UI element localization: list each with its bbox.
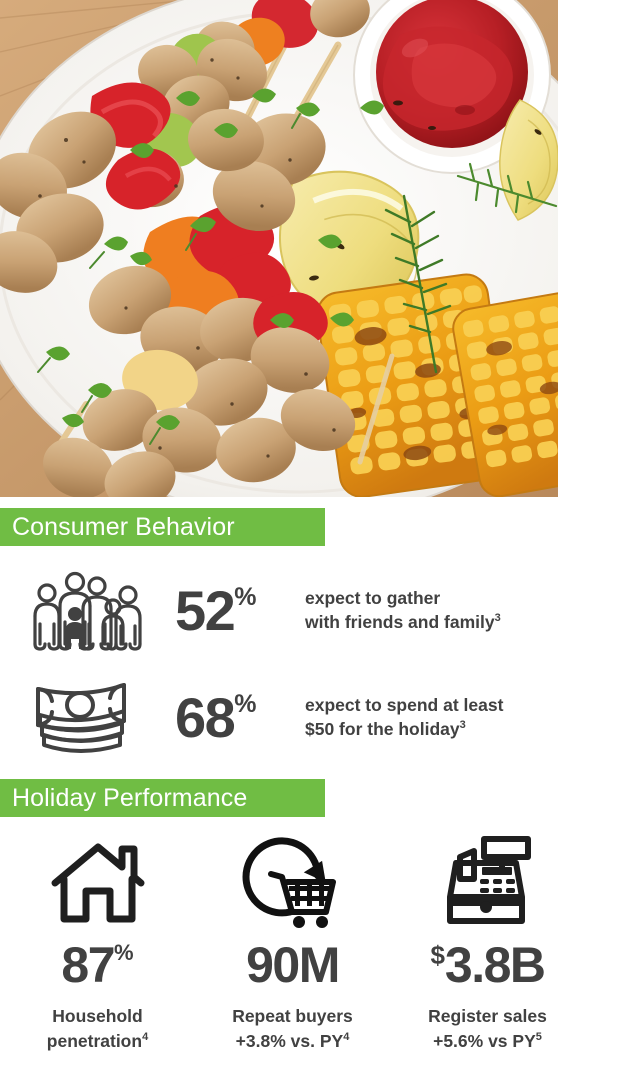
stat-value-spend: 68% [175, 690, 305, 746]
footnote-marker: 4 [343, 1031, 350, 1044]
footnote-marker: 5 [535, 1031, 542, 1044]
section-title-consumer-behavior: Consumer Behavior [12, 512, 235, 541]
metric-number-90m: 90M [246, 937, 340, 993]
stat-row-spend: 68% expect to spend at least $50 for the… [0, 668, 617, 768]
stat-description-line1: expect to gather [305, 587, 441, 608]
holiday-performance-metrics: 87% Household penetration4 [0, 826, 617, 1055]
stat-unit-percent: % [234, 582, 257, 611]
metric-label-line1: Household [52, 1006, 143, 1026]
stat-description-line2: $50 for the holiday [305, 719, 460, 739]
group-of-people-icon [0, 571, 175, 651]
metric-label-household: Household penetration4 [47, 1004, 148, 1055]
metric-label-line2: +3.8% vs. PY [235, 1031, 344, 1052]
metric-value-repeat-buyers: 90M [246, 937, 340, 1000]
stat-description-line1: expect to spend at least [305, 695, 504, 716]
metric-label-line1: Register sales [428, 1006, 547, 1026]
metric-label-line2: +5.6% vs PY [433, 1031, 536, 1052]
metric-unit-percent: % [114, 940, 134, 965]
stat-row-gather: 52% expect to gather with friends and fa… [0, 558, 617, 663]
stat-number-52: 52 [175, 578, 236, 642]
house-icon [50, 826, 146, 938]
stat-description-line2: with friends and family [305, 611, 495, 632]
metric-value-household: 87% [61, 940, 133, 1000]
metric-label-line2: penetration [46, 1031, 143, 1052]
metric-number-87: 87 [61, 937, 115, 993]
footnote-marker: 3 [459, 719, 466, 732]
cash-register-icon [438, 826, 538, 938]
stat-description-spend: expect to spend at least $50 for the hol… [305, 694, 617, 741]
metric-label-register-sales: Register sales +5.6% vs PY5 [428, 1004, 547, 1055]
footnote-marker: 3 [494, 611, 501, 624]
metric-label-line1: Repeat buyers [232, 1006, 353, 1026]
stat-unit-percent: % [234, 690, 257, 718]
stat-description-gather: expect to gather with friends and family… [305, 587, 617, 634]
section-header-consumer-behavior: Consumer Behavior [0, 508, 325, 546]
metric-number-3-8b: 3.8B [444, 937, 546, 993]
metric-currency-symbol: $ [430, 940, 445, 970]
section-title-holiday-performance: Holiday Performance [12, 783, 248, 812]
footnote-marker: 4 [142, 1031, 149, 1044]
metric-repeat-buyers: 90M Repeat buyers +3.8% vs. PY4 [195, 826, 390, 1055]
stack-of-cash-icon [0, 681, 175, 755]
stat-number-68: 68 [175, 686, 236, 749]
metric-household-penetration: 87% Household penetration4 [0, 826, 195, 1055]
metric-value-register-sales: $3.8B [430, 937, 546, 1000]
grilled-food-platter-photo [0, 0, 558, 497]
section-header-holiday-performance: Holiday Performance [0, 779, 325, 817]
stat-value-gather: 52% [175, 578, 305, 642]
metric-register-sales: $3.8B Register sales +5.6% vs PY5 [390, 826, 585, 1055]
metric-label-repeat-buyers: Repeat buyers +3.8% vs. PY4 [232, 1004, 353, 1055]
repeat-shopping-cart-icon [240, 826, 346, 938]
